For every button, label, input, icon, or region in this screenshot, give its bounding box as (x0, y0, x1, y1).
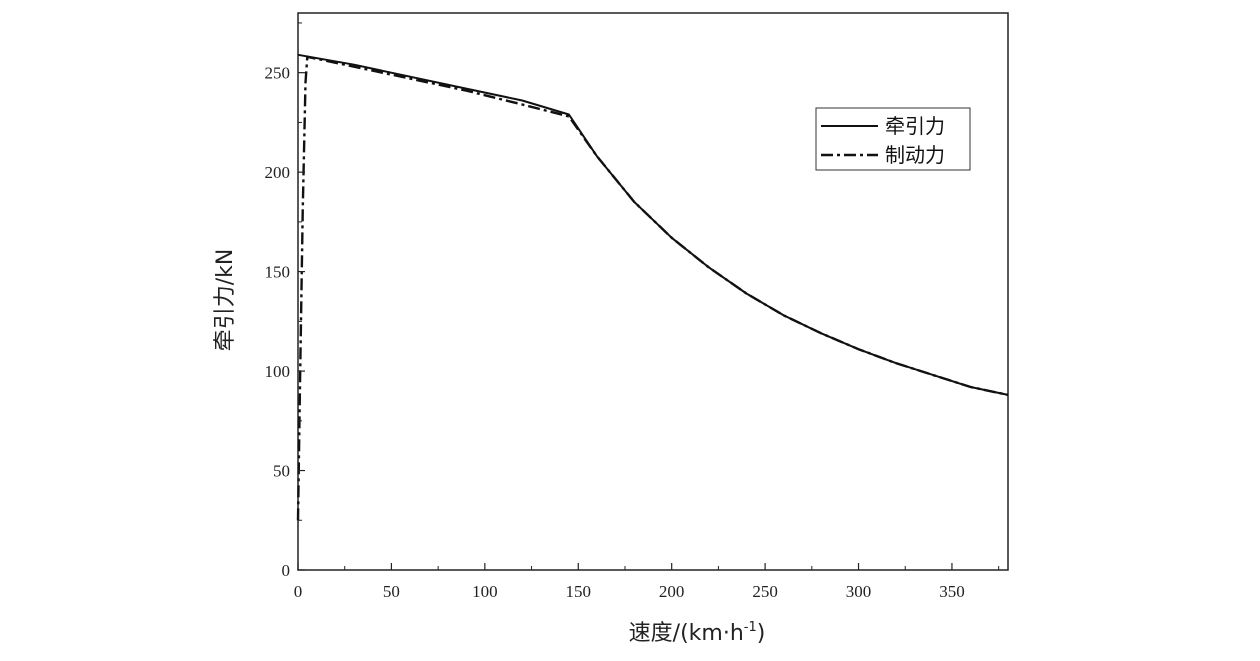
x-tick-label: 350 (939, 582, 965, 601)
x-tick-label: 300 (846, 582, 872, 601)
legend-label-traction: 牵引力 (885, 114, 945, 138)
x-axis-title: 速度/(km·h-1) (629, 620, 766, 646)
y-tick-label: 100 (265, 362, 291, 381)
series-line-traction (297, 53, 1009, 396)
x-tick-label: 100 (472, 582, 498, 601)
plot-frame (297, 12, 1009, 571)
x-axis: 0 50 100 150 200 250 300 350 (294, 563, 1000, 601)
series-line-braking (296, 55, 1009, 521)
y-tick-label: 50 (273, 462, 290, 481)
y-axis-title: 牵引力/kN (213, 249, 238, 352)
plot-area (296, 12, 1009, 571)
y-tick-label: 200 (265, 163, 291, 182)
x-tick-label: 50 (383, 582, 400, 601)
x-tick-label: 0 (294, 582, 303, 601)
x-tick-label: 150 (566, 582, 592, 601)
legend-label-braking: 制动力 (885, 143, 945, 167)
legend-box (815, 107, 971, 171)
y-axis: 0 50 100 150 200 250 (265, 22, 305, 580)
x-tick-label: 200 (659, 582, 685, 601)
y-tick-label: 150 (265, 263, 291, 282)
y-tick-label: 250 (265, 64, 291, 83)
legend: 牵引力 制动力 (815, 107, 971, 171)
y-tick-label: 0 (282, 561, 291, 580)
x-tick-label: 250 (752, 582, 778, 601)
